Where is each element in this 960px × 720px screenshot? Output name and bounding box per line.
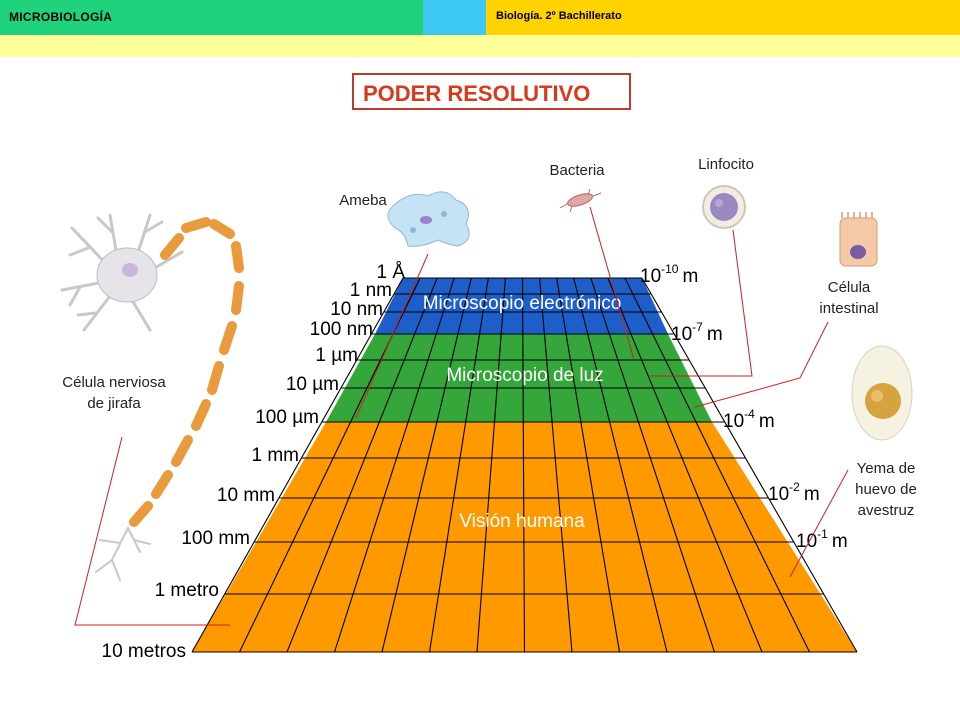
grid-column-line: [573, 277, 668, 653]
leader-bacteria: [589, 206, 635, 361]
grid-column-line: [476, 277, 506, 653]
scale-right-1e-1: 10-1 m: [796, 527, 848, 552]
scale-label-1mm: 1 mm: [252, 445, 300, 466]
scale-label-100um: 100 µm: [255, 407, 319, 428]
grid-column-line: [556, 277, 621, 653]
label-ameba: Ameba: [339, 192, 387, 209]
scale-label-100nm: 100 nm: [310, 319, 373, 340]
scale-label-100mm: 100 mm: [181, 528, 250, 549]
grid-column-line: [381, 277, 472, 653]
grid-column-line: [607, 277, 763, 653]
intestinal-cell-illustration: [839, 212, 878, 267]
lymphocyte-illustration: [702, 185, 746, 229]
grid-column-line: [521, 277, 526, 653]
header-strip: [0, 35, 960, 57]
header-subject: MICROBIOLOGÍA: [9, 10, 113, 24]
header-subject-bar: [0, 0, 423, 35]
leader-linfocito: [650, 229, 753, 377]
scale-label-10m: 10 metros: [102, 641, 186, 662]
scale-right-1e-10: 10-10 m: [640, 262, 698, 287]
ostrich-egg-illustration: [851, 345, 913, 441]
label-celula-intestinal: Célula intestinal: [819, 279, 879, 317]
scale-right-1e-2: 10-2 m: [768, 480, 820, 505]
scale-right-1e-4: 10-4 m: [723, 407, 775, 432]
header-course: Biología. 2º Bachillerato: [496, 10, 622, 22]
nerve-cell-illustration: [60, 213, 244, 581]
scale-label-1m: 1 metro: [155, 580, 219, 601]
leader-celula-intestinal: [694, 321, 829, 408]
scale-label-10mm: 10 mm: [217, 485, 275, 506]
header-accent-bar: [423, 0, 486, 35]
band-label-human: Visión humana: [459, 511, 585, 532]
label-celula-nerviosa: Célula nerviosa de jirafa: [62, 374, 166, 412]
grid-column-line: [590, 277, 716, 653]
band-label-light: Microscopio de luz: [446, 365, 603, 386]
scale-label-10um: 10 µm: [286, 374, 339, 395]
scale-label-1nm: 1 nm: [350, 280, 392, 301]
scale-label-angstrom: 1 Å: [376, 262, 405, 283]
leader-yema: [789, 469, 849, 578]
scale-label-1um: 1 µm: [315, 345, 358, 366]
ameba-illustration: [387, 191, 470, 247]
label-linfocito: Linfocito: [698, 156, 754, 173]
grid-column-line: [641, 277, 858, 653]
label-bacteria: Bacteria: [549, 162, 605, 179]
page-title: PODER RESOLUTIVO: [363, 81, 591, 106]
label-yema: Yema de huevo de avestruz: [855, 460, 917, 519]
pyramid-grid: [191, 277, 858, 653]
scale-label-10nm: 10 nm: [330, 299, 383, 320]
band-electron: [375, 278, 668, 334]
grid-column-line: [624, 277, 810, 653]
title-box: PODER RESOLUTIVO: [352, 73, 631, 110]
leader-ameba: [355, 253, 429, 419]
grid-column-line: [333, 277, 455, 653]
band-light: [326, 334, 712, 422]
grid-column-line: [428, 277, 489, 653]
grid-column-line: [539, 277, 573, 653]
grid-column-line: [286, 277, 438, 653]
grid-column-line: [191, 277, 404, 653]
leader-celula-nerviosa: [74, 436, 230, 626]
bacteria-illustration: [559, 188, 602, 213]
band-label-electron: Microscopio electrónico: [423, 293, 622, 314]
scale-right-1e-7: 10-7 m: [671, 320, 723, 345]
header-course-bar: [486, 0, 960, 35]
